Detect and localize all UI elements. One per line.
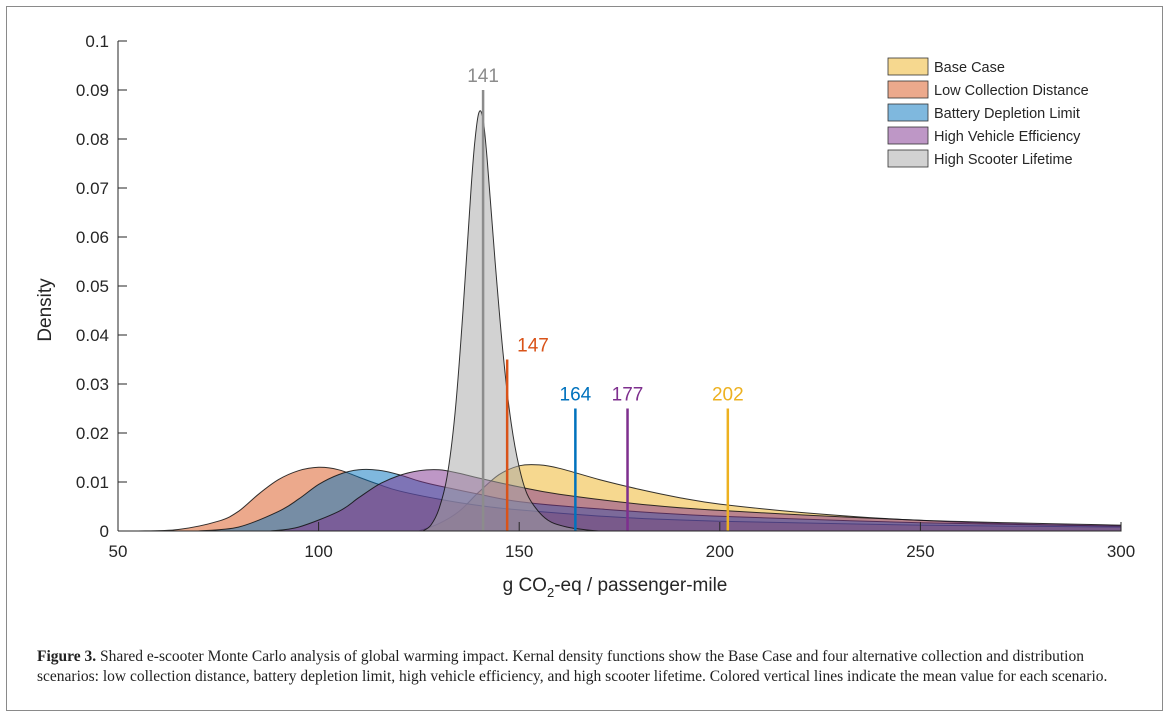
density-area-high-scooter-lifetime [421,110,600,532]
y-tick-label: 0.05 [76,277,109,296]
caption-text: Shared e-scooter Monte Carlo analysis of… [37,648,1108,685]
legend-label-high-scooter-lifetime: High Scooter Lifetime [934,152,1073,168]
legend-label-base-case: Base Case [934,60,1005,76]
legend-label-low-collection-distance: Low Collection Distance [934,83,1089,99]
mean-lines: 202 147 164 177 141 [467,66,744,531]
x-tick-labels: 50 100 150 200 250 300 [109,542,1136,561]
legend-label-battery-depletion-limit: Battery Depletion Limit [934,106,1080,122]
y-tick-label: 0.1 [85,32,109,51]
x-tick-label: 150 [505,542,533,561]
density-areas [138,110,1122,532]
y-tick-labels: 0 0.01 0.02 0.03 0.04 0.05 0.06 0.07 0.08 0.09 0.1 [76,32,109,541]
y-tick-label: 0 [100,522,109,541]
x-tick-label: 300 [1107,542,1135,561]
x-axis-label: g CO2-eq / passenger-mile [503,575,728,600]
legend-swatch-battery-depletion-limit [887,103,929,122]
x-tick-label: 100 [304,542,332,561]
mean-label-base-case: 202 [712,385,744,406]
x-tick-label: 250 [906,542,934,561]
legend: Base Case Low Collection Distance Battery … [887,57,1089,168]
y-tick-label: 0.02 [76,424,109,443]
axes [117,40,1122,532]
y-tick-label: 0.08 [76,130,109,149]
figure-frame: 202 147 164 177 141 50 100 150 200 250 300 0 0.01 0… [6,6,1163,711]
mean-label-high-vehicle-efficiency: 177 [612,385,644,406]
y-tick-label: 0.07 [76,179,109,198]
y-axis-label: Density [35,278,56,342]
x-tick-label: 200 [706,542,734,561]
legend-swatch-high-scooter-lifetime [887,149,929,168]
y-tick-label: 0.01 [76,473,109,492]
y-tick-label: 0.09 [76,81,109,100]
mean-label-high-scooter-lifetime: 141 [467,66,499,87]
y-tick-label: 0.04 [76,326,109,345]
legend-swatch-high-vehicle-efficiency [887,126,929,145]
mean-label-low-collection-distance: 147 [517,336,549,357]
y-tick-label: 0.06 [76,228,109,247]
mean-label-battery-depletion-limit: 164 [560,385,592,406]
x-tick-label: 50 [109,542,128,561]
legend-label-high-vehicle-efficiency: High Vehicle Efficiency [934,129,1081,145]
legend-swatch-base-case [887,57,929,76]
figure-label: Figure 3. [37,648,97,665]
y-tick-label: 0.03 [76,375,109,394]
figure-caption: Figure 3. Shared e-scooter Monte Carlo a… [37,647,1147,687]
legend-swatch-low-collection-distance [887,80,929,99]
